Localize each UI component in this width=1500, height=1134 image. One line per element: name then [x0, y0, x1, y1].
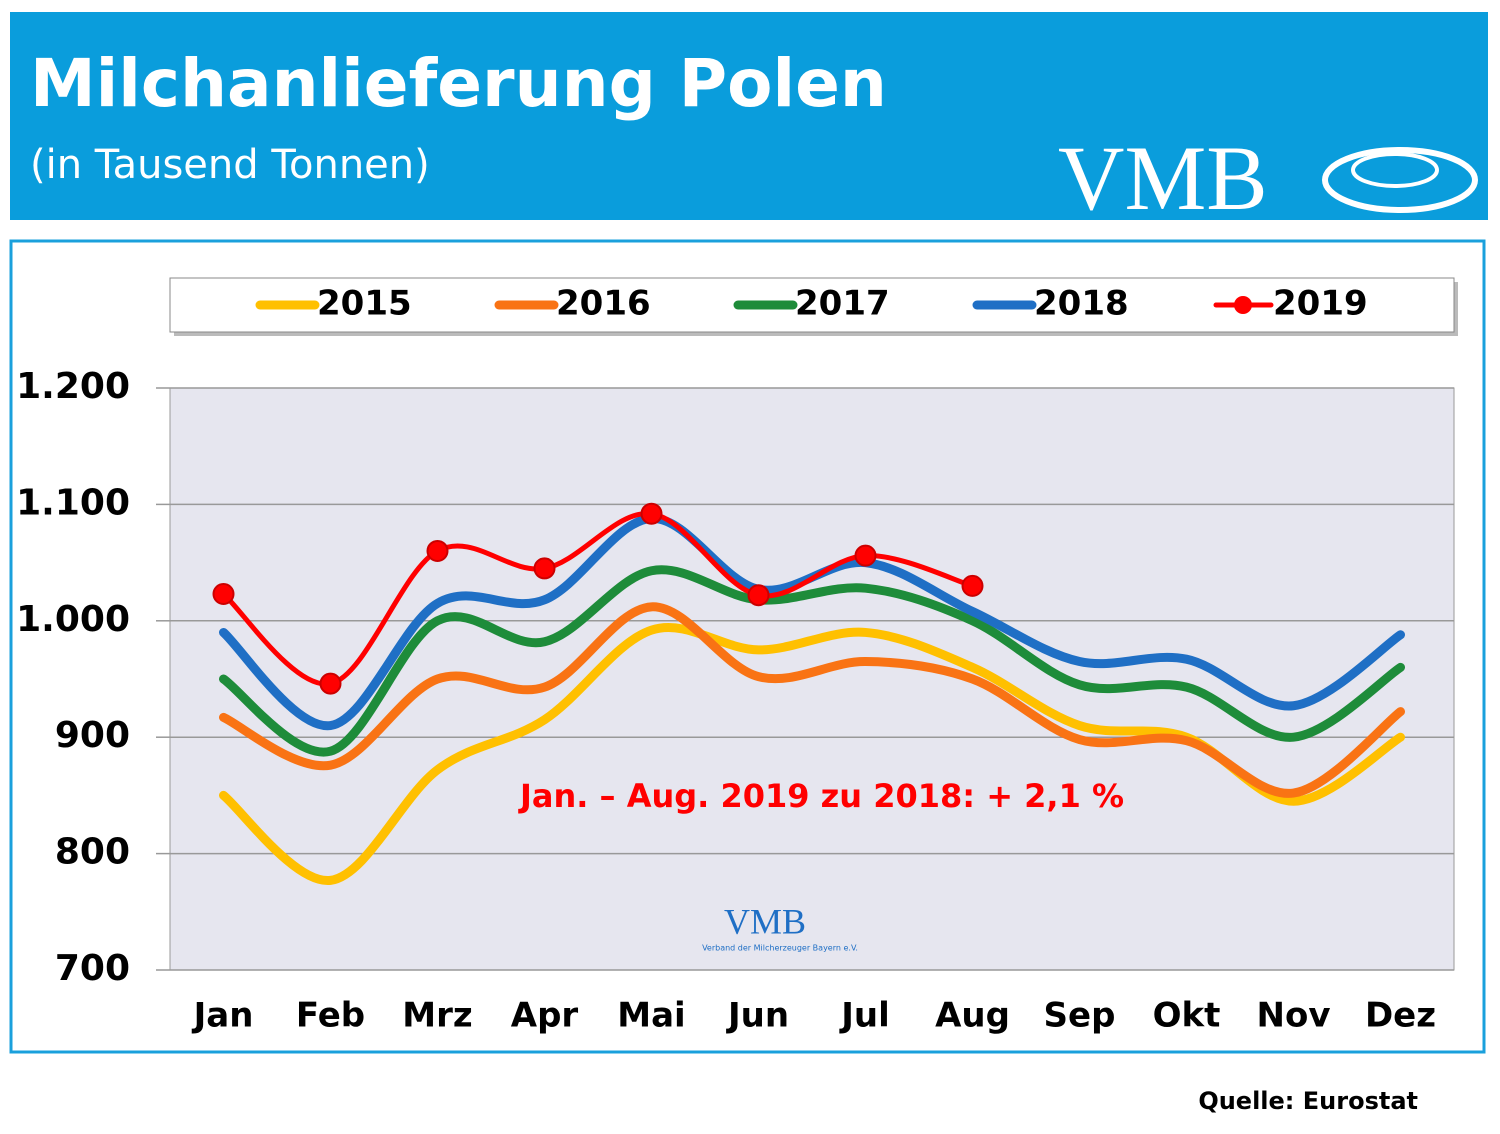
series-marker [426, 539, 449, 562]
x-tick-label: Jun [726, 996, 789, 1036]
watermark-caption: Verband der Milcherzeuger Bayern e.V. [702, 944, 858, 953]
y-tick-label: 1.000 [16, 599, 130, 640]
legend-label: 2016 [556, 284, 651, 324]
chart-subtitle: (in Tausend Tonnen) [30, 142, 430, 188]
series-marker [533, 557, 556, 580]
y-tick-label: 800 [55, 832, 130, 873]
x-tick-label: Sep [1044, 996, 1116, 1036]
x-tick-label: Aug [935, 996, 1010, 1036]
x-tick-label: Feb [296, 996, 365, 1036]
logo: VMB [1058, 127, 1268, 229]
series-line [219, 602, 1405, 798]
series-line [219, 513, 1405, 731]
series-marker [747, 584, 770, 607]
x-tick-label: Mai [617, 996, 685, 1036]
series-marker [640, 502, 663, 525]
logo-swoosh [1351, 152, 1439, 188]
source: Quelle: Eurostat [1198, 1087, 1418, 1115]
legend-label: 2017 [795, 284, 890, 324]
y-tick-label: 900 [55, 715, 130, 756]
logo-swoosh [1322, 147, 1478, 213]
x-tick-label: Jan [192, 996, 254, 1036]
series-line [219, 565, 1405, 757]
watermark-logo: VMB [724, 901, 806, 941]
y-tick-label: 1.200 [16, 366, 130, 407]
plot-area [169, 387, 1455, 971]
legend-marker [1234, 296, 1252, 314]
x-tick-label: Apr [511, 996, 579, 1036]
x-tick-label: Mrz [402, 996, 472, 1036]
y-tick-label: 1.100 [16, 482, 130, 523]
x-tick-label: Okt [1153, 996, 1221, 1036]
series-marker [212, 583, 235, 606]
x-tick-label: Nov [1257, 996, 1331, 1036]
series-marker [961, 574, 984, 597]
legend-label: 2018 [1034, 284, 1129, 324]
series-marker [854, 544, 877, 567]
annotation: Jan. – Aug. 2019 zu 2018: + 2,1 % [518, 777, 1124, 815]
chart-title: Milchanlieferung Polen [30, 45, 887, 122]
series-marker [319, 672, 342, 695]
header [10, 12, 1488, 220]
x-tick-label: Jul [839, 996, 890, 1036]
legend-label: 2019 [1273, 284, 1368, 324]
y-tick-label: 700 [55, 948, 130, 989]
x-tick-label: Dez [1365, 996, 1436, 1036]
legend-label: 2015 [317, 284, 412, 324]
